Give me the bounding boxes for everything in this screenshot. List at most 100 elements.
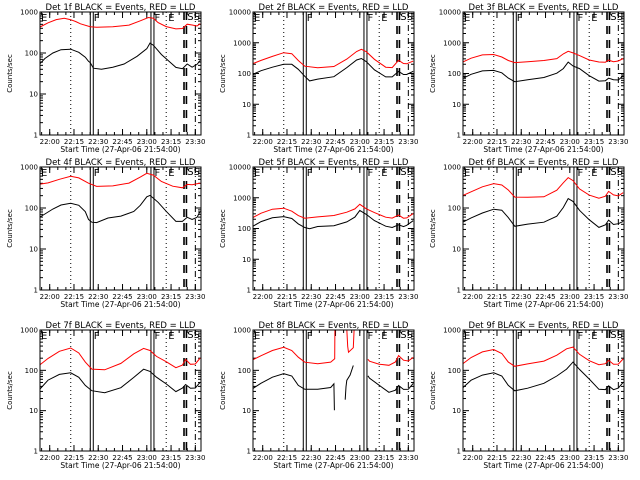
- series-lld: [40, 347, 201, 371]
- x-tick-label: 23:30: [398, 293, 418, 301]
- x-tick-label: 23:15: [161, 293, 181, 301]
- panel-7: Det 7f BLACK = Events, RED = LLD 1 10 100 10…: [6, 321, 205, 470]
- x-axis-label: Start Time (27-Apr-06 21:54:00): [273, 461, 393, 470]
- marker-label-end: SS: [400, 12, 413, 23]
- x-axis-label: Start Time (27-Apr-06 21:54:00): [60, 461, 180, 470]
- marker-label: F: [94, 168, 100, 179]
- y-tick-label: 1000: [20, 164, 38, 172]
- y-tick-label: 1: [34, 132, 38, 140]
- y-tick-label: 1000: [443, 164, 461, 172]
- marker-label: F: [154, 168, 160, 179]
- x-tick-label: 23:30: [608, 293, 628, 301]
- x-axis-label: Start Time (27-Apr-06 21:54:00): [273, 145, 393, 154]
- x-tick-label: 23:30: [398, 138, 418, 146]
- y-tick-label: 100: [238, 70, 251, 78]
- x-tick-label: 22:45: [535, 138, 555, 146]
- series-events: [40, 42, 201, 70]
- y-tick-label: 10: [29, 407, 38, 415]
- marker-label-start: E: [41, 13, 47, 24]
- panel-3: Det 3f BLACK = Events, RED = LLD 1 10 100 10…: [429, 3, 628, 154]
- x-tick-label: 22:15: [64, 138, 84, 146]
- x-tick-label: 22:45: [112, 454, 132, 462]
- marker-label: F: [307, 168, 313, 179]
- x-tick-label: 22:30: [301, 138, 321, 146]
- marker-label-start: E: [464, 168, 470, 179]
- x-tick-label: 23:30: [608, 454, 628, 462]
- marker-label: F: [94, 13, 100, 24]
- x-tick-label: 23:00: [137, 293, 157, 301]
- series-events: [253, 209, 414, 230]
- x-tick-label: 22:45: [535, 454, 555, 462]
- y-axis-label: Counts/sec: [219, 371, 227, 410]
- marker-label: E: [381, 331, 387, 342]
- series-events: [253, 365, 414, 411]
- marker-label: E: [168, 168, 174, 179]
- y-tick-label: 1: [457, 132, 461, 140]
- series-lld: [253, 330, 414, 366]
- x-tick-label: 23:15: [584, 454, 604, 462]
- x-axis-label: Start Time (27-Apr-06 21:54:00): [483, 461, 603, 470]
- marker-label: E: [381, 13, 387, 24]
- x-tick-label: 23:15: [374, 454, 394, 462]
- x-tick-label: 22:30: [88, 454, 108, 462]
- x-tick-label: 23:15: [374, 293, 394, 301]
- plot-frame: [252, 11, 415, 136]
- y-axis-label: Counts/sec: [429, 54, 437, 93]
- y-tick-label: 10: [242, 407, 251, 415]
- marker-label-start: E: [41, 168, 47, 179]
- x-tick-label: 22:30: [511, 293, 531, 301]
- marker-label-start: E: [254, 331, 260, 342]
- x-tick-label: 23:30: [185, 454, 205, 462]
- y-tick-label: 10000: [439, 9, 461, 17]
- x-tick-label: 23:30: [185, 138, 205, 146]
- y-axis-label: Counts/sec: [6, 54, 14, 93]
- marker-label: E: [168, 331, 174, 342]
- x-tick-label: 22:45: [325, 454, 345, 462]
- x-tick-label: 23:00: [137, 454, 157, 462]
- x-tick-label: 22:30: [88, 138, 108, 146]
- series-lld: [463, 50, 624, 64]
- marker-label-start: E: [464, 331, 470, 342]
- marker-label-end: SS: [400, 167, 413, 178]
- x-tick-label: 23:15: [584, 138, 604, 146]
- marker-label: F: [94, 331, 100, 342]
- x-tick-label: 22:00: [463, 454, 483, 462]
- x-tick-label: 23:15: [161, 454, 181, 462]
- x-tick-label: 23:00: [560, 293, 580, 301]
- y-tick-label: 1000: [233, 194, 251, 202]
- y-tick-label: 1: [457, 287, 461, 295]
- x-axis-label: Start Time (27-Apr-06 21:54:00): [483, 145, 603, 154]
- marker-label-end: SS: [610, 12, 623, 23]
- x-tick-label: 23:00: [350, 454, 370, 462]
- x-tick-label: 22:30: [301, 454, 321, 462]
- marker-label: E: [381, 168, 387, 179]
- x-tick-label: 22:45: [112, 138, 132, 146]
- panel-9: Det 9f BLACK = Events, RED = LLD 1 10 100 10…: [429, 321, 628, 470]
- x-tick-label: 22:30: [511, 454, 531, 462]
- y-tick-label: 100: [25, 50, 38, 58]
- plot-frame: [39, 166, 202, 291]
- marker-label: F: [517, 331, 523, 342]
- plot-frame: [462, 329, 625, 452]
- marker-label: F: [307, 331, 313, 342]
- y-tick-label: 1: [247, 132, 251, 140]
- x-tick-label: 23:30: [185, 293, 205, 301]
- panel-title: Det 4f BLACK = Events, RED = LLD: [46, 158, 196, 168]
- plot-frame: [252, 166, 415, 291]
- y-tick-label: 10: [452, 407, 461, 415]
- x-tick-label: 22:15: [487, 138, 507, 146]
- marker-label: F: [577, 13, 583, 24]
- marker-label: F: [154, 13, 160, 24]
- x-tick-label: 22:45: [112, 293, 132, 301]
- x-tick-label: 22:00: [463, 138, 483, 146]
- x-tick-label: 22:00: [40, 454, 60, 462]
- x-tick-label: 22:15: [64, 454, 84, 462]
- marker-label-start: E: [254, 168, 260, 179]
- y-tick-label: 1: [34, 287, 38, 295]
- panel-title: Det 2f BLACK = Events, RED = LLD: [259, 3, 409, 13]
- marker-label-end: SS: [187, 167, 200, 178]
- y-tick-label: 100: [448, 70, 461, 78]
- x-tick-label: 23:30: [398, 454, 418, 462]
- marker-label-end: SS: [400, 330, 413, 341]
- x-tick-label: 22:45: [325, 138, 345, 146]
